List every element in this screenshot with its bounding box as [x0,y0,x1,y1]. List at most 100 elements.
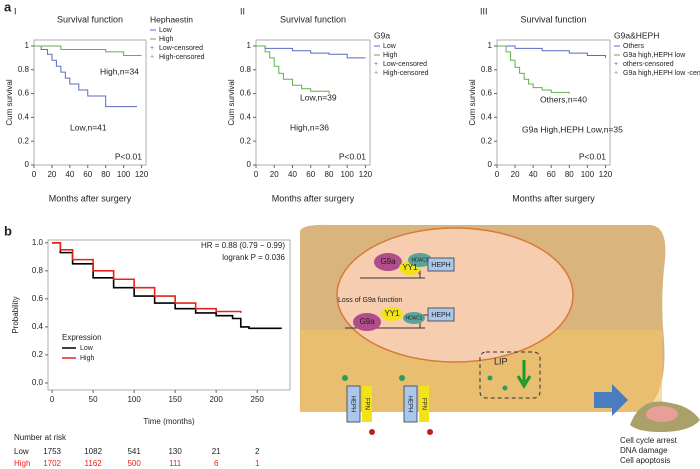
diagram: ✕ G9a HDAC1 YY1 HEPH Loss of G9a functio… [300,224,700,465]
risk-count: 1753 [43,447,61,456]
label: HEPH [431,312,450,319]
label: YY1 [384,309,400,318]
legend-title: G9a&HEPH [614,30,659,40]
x-tick-label: 60 [547,170,556,179]
y-tick-label: 0.6 [18,89,30,98]
x-tick-label: 100 [581,170,595,179]
heph-protein [403,385,418,423]
label: Loss of G9a function [338,297,402,304]
annotation: P<0.01 [339,151,366,161]
x-tick-label: 40 [288,170,297,179]
annotation: P<0.01 [115,151,142,161]
arrow [594,384,628,416]
annotation: logrank P = 0.036 [222,253,285,262]
x-axis-label: Months after surgery [49,193,132,203]
plot-frame [47,239,291,391]
x-tick-label: 80 [565,170,574,179]
nucleus [336,227,574,363]
iron [427,429,433,435]
survival-curve [256,45,330,94]
y-tick-label: 0.8 [18,65,30,74]
y-axis-label: Cum survival [5,79,14,125]
x-tick-label: 40 [529,170,538,179]
panel-number: I [14,6,17,16]
x-tick-label: 0 [50,395,55,404]
heph-gene [427,307,455,322]
label: HDAC1 [406,315,423,321]
x-tick-label: 60 [306,170,315,179]
y-tick-label: 0.2 [481,136,493,145]
x-tick-label: 80 [325,170,334,179]
outcome: Cell cycle arrest [620,436,678,445]
x-tick-label: 0 [32,170,37,179]
y-tick-label: 0.4 [240,112,252,121]
annotation: G9a High,HEPH Low,n=35 [522,124,623,134]
x-axis-label: Months after surgery [272,193,355,203]
chart-title: Survival function [57,14,123,24]
x-axis-label: Months after surgery [512,193,595,203]
legend-label: Low [159,27,173,34]
y-tick-label: 0.6 [240,89,252,98]
y-tick-label: 1 [247,41,252,50]
y-tick-label: 0.8 [32,266,44,275]
survival-curve [34,45,138,108]
legend-label: G9a high,HEPH low [623,52,686,59]
chart-title: Survival function [280,14,346,24]
y-tick-label: 0.6 [481,89,493,98]
annotation: P<0.01 [579,151,606,161]
annotation: Low,n=41 [70,122,107,132]
survival-curve [52,242,282,330]
y-tick-label: 0.2 [240,136,252,145]
g9a [353,313,381,331]
x-tick-label: 0 [495,170,500,179]
legend-label: Low-censored [159,45,203,52]
label: HEPH [349,396,355,413]
x-tick-label: 80 [101,170,110,179]
risk-count: 21 [212,447,221,456]
iron [399,375,405,381]
y-tick-label: 0 [247,160,252,169]
legend-label: High [159,36,174,43]
legend-swatch: + [374,61,378,68]
y-tick-label: 0.2 [18,136,30,145]
label: FPN [420,398,426,410]
risk-title: Number at risk [14,433,67,442]
risk-count: 6 [214,459,219,468]
risk-count: 130 [168,447,182,456]
risk-label: Low [14,447,29,456]
fpn [362,386,372,422]
label: LIP [494,356,508,366]
survival-curve [497,45,570,94]
annotation: High,n=34 [100,66,139,76]
legend-label: Low-censored [383,61,427,68]
y-tick-label: 0.8 [481,65,493,74]
y-tick-label: 0.6 [32,294,44,303]
y-tick-label: 0.4 [18,112,30,121]
outcome: Cell apoptosis [620,456,670,465]
label: YY1 [402,263,418,272]
x-tick-label: 120 [599,170,613,179]
legend-title: Hephaestin [150,14,193,24]
y-tick-label: 0 [25,160,30,169]
plot-frame [496,39,611,166]
label: HEPH [406,396,412,413]
risk-count: 1162 [85,459,103,468]
heph-gene [427,257,455,272]
heph-protein [346,385,361,423]
legend-label: Low [80,345,94,352]
legend-label: others-censored [623,61,674,68]
y-tick-label: 1 [25,41,30,50]
x-tick-label: 100 [127,395,141,404]
plot-frame [33,39,147,166]
legend-label: G9a high,HEPH low -censored [623,70,700,77]
y-tick-label: 0 [488,160,493,169]
risk-count: 500 [127,459,141,468]
label: G9a [359,317,375,326]
lip-box [479,351,541,399]
x-tick-label: 60 [83,170,92,179]
risk-count: 1702 [43,459,61,468]
hdac1 [408,253,432,267]
g9a [374,253,402,271]
x-tick-label: 50 [89,395,98,404]
